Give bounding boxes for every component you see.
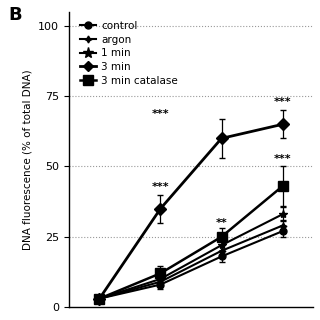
Text: ***: *** xyxy=(274,154,291,164)
Text: ***: *** xyxy=(152,182,169,192)
Y-axis label: DNA fluorescence (% of total DNA): DNA fluorescence (% of total DNA) xyxy=(23,69,33,250)
Text: **: ** xyxy=(216,218,228,228)
Text: ***: *** xyxy=(152,109,169,119)
Text: B: B xyxy=(8,6,21,24)
Legend: control, argon, 1 min, 3 min, 3 min catalase: control, argon, 1 min, 3 min, 3 min cata… xyxy=(79,20,179,87)
Text: ***: *** xyxy=(274,98,291,108)
